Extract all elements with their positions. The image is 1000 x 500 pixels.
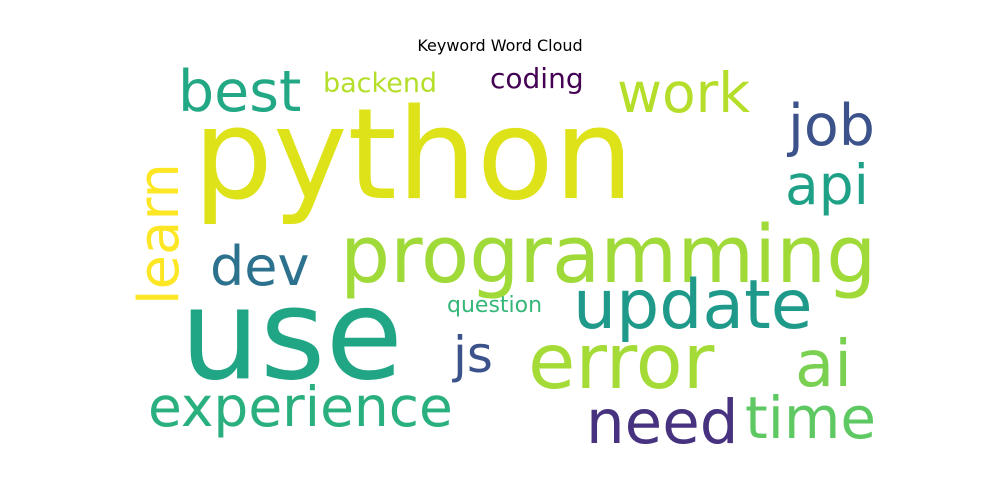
word-question: question — [447, 293, 542, 318]
word-js: js — [452, 326, 493, 384]
word-experience: experience — [148, 375, 453, 439]
word-use: use — [180, 261, 403, 408]
word-need: need — [586, 387, 738, 458]
word-time: time — [745, 384, 876, 452]
word-ai: ai — [795, 328, 852, 402]
word-programming: programming — [340, 209, 876, 301]
word-work: work — [617, 61, 750, 125]
word-update: update — [573, 266, 813, 345]
word-coding: coding — [490, 62, 584, 95]
word-job: job — [786, 93, 875, 159]
word-backend: backend — [323, 68, 437, 99]
chart-title: Keyword Word Cloud — [417, 36, 583, 55]
word-best: best — [178, 59, 301, 125]
word-learn: learn — [127, 163, 192, 305]
word-error: error — [528, 318, 715, 407]
word-api: api — [785, 153, 869, 217]
word-python: python — [193, 81, 634, 228]
word-dev: dev — [210, 235, 309, 298]
